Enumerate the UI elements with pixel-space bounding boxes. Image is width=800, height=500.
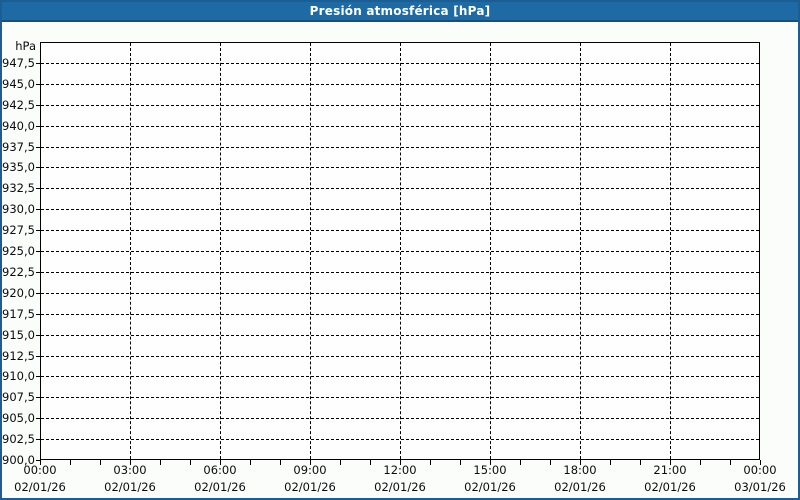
x-tick-time-label: 03:00 bbox=[113, 463, 147, 477]
y-tick-label: 942,5 bbox=[2, 98, 35, 112]
x-minor-tick-mark bbox=[310, 460, 311, 465]
x-tick-date-label: 02/01/26 bbox=[644, 480, 696, 494]
x-minor-tick-mark bbox=[610, 460, 611, 465]
x-minor-tick-mark bbox=[250, 460, 251, 465]
x-tick-time-label: 21:00 bbox=[653, 463, 687, 477]
y-tick-mark bbox=[36, 272, 40, 273]
x-minor-tick-mark bbox=[580, 460, 581, 465]
x-minor-tick-mark bbox=[760, 460, 761, 465]
x-minor-tick-mark bbox=[400, 460, 401, 465]
y-tick-mark bbox=[36, 376, 40, 377]
y-tick-label: 907,5 bbox=[2, 390, 35, 404]
y-tick-mark bbox=[36, 439, 40, 440]
x-gridline bbox=[400, 43, 401, 459]
x-minor-tick-mark bbox=[640, 460, 641, 465]
x-minor-tick-mark bbox=[340, 460, 341, 465]
x-tick-date-label: 02/01/26 bbox=[554, 480, 606, 494]
y-tick-label: 910,0 bbox=[2, 369, 35, 383]
x-tick-time-label: 09:00 bbox=[293, 463, 327, 477]
x-gridline bbox=[580, 43, 581, 459]
y-tick-label: 915,0 bbox=[2, 328, 35, 342]
x-tick-date-label: 02/01/26 bbox=[464, 480, 516, 494]
y-tick-mark bbox=[36, 126, 40, 127]
x-tick-date-label: 02/01/26 bbox=[104, 480, 156, 494]
y-tick-mark bbox=[36, 230, 40, 231]
x-tick-time-label: 18:00 bbox=[563, 463, 597, 477]
y-tick-label: 925,0 bbox=[2, 244, 35, 258]
x-tick-date-label: 03/01/26 bbox=[734, 480, 786, 494]
x-tick-date-label: 02/01/26 bbox=[284, 480, 336, 494]
y-tick-label: 912,5 bbox=[2, 349, 35, 363]
y-tick-label: 922,5 bbox=[2, 265, 35, 279]
x-gridline bbox=[220, 43, 221, 459]
y-tick-label: 937,5 bbox=[2, 140, 35, 154]
y-axis-unit-label: hPa bbox=[15, 39, 36, 53]
x-minor-tick-mark bbox=[490, 460, 491, 465]
x-minor-tick-mark bbox=[280, 460, 281, 465]
chart-title-bar: Presión atmosférica [hPa] bbox=[2, 2, 798, 22]
y-tick-mark bbox=[36, 251, 40, 252]
x-minor-tick-mark bbox=[520, 460, 521, 465]
x-minor-tick-mark bbox=[670, 460, 671, 465]
y-tick-mark bbox=[36, 397, 40, 398]
x-tick-date-label: 02/01/26 bbox=[14, 480, 66, 494]
chart-title: Presión atmosférica [hPa] bbox=[309, 4, 491, 18]
y-tick-mark bbox=[36, 188, 40, 189]
y-tick-label: 935,0 bbox=[2, 160, 35, 174]
y-tick-mark bbox=[36, 167, 40, 168]
y-tick-label: 940,0 bbox=[2, 119, 35, 133]
y-tick-label: 900,0 bbox=[2, 453, 35, 467]
y-tick-mark bbox=[36, 84, 40, 85]
x-minor-tick-mark bbox=[370, 460, 371, 465]
y-tick-label: 927,5 bbox=[2, 223, 35, 237]
x-gridline bbox=[490, 43, 491, 459]
y-tick-label: 917,5 bbox=[2, 307, 35, 321]
x-minor-tick-mark bbox=[70, 460, 71, 465]
y-tick-label: 930,0 bbox=[2, 202, 35, 216]
x-tick-time-label: 15:00 bbox=[473, 463, 507, 477]
y-tick-label: 920,0 bbox=[2, 286, 35, 300]
y-tick-label: 947,5 bbox=[2, 56, 35, 70]
y-tick-mark bbox=[36, 356, 40, 357]
x-minor-tick-mark bbox=[430, 460, 431, 465]
y-tick-label: 905,0 bbox=[2, 411, 35, 425]
y-tick-mark bbox=[36, 209, 40, 210]
x-tick-time-label: 00:00 bbox=[743, 463, 777, 477]
x-tick-time-label: 00:00 bbox=[23, 463, 57, 477]
x-gridline bbox=[130, 43, 131, 459]
y-tick-mark bbox=[36, 314, 40, 315]
x-minor-tick-mark bbox=[190, 460, 191, 465]
x-minor-tick-mark bbox=[160, 460, 161, 465]
x-gridline bbox=[670, 43, 671, 459]
y-tick-label: 902,5 bbox=[2, 432, 35, 446]
x-tick-date-label: 02/01/26 bbox=[374, 480, 426, 494]
x-minor-tick-mark bbox=[130, 460, 131, 465]
y-tick-mark bbox=[36, 335, 40, 336]
x-gridline bbox=[310, 43, 311, 459]
x-tick-date-label: 02/01/26 bbox=[194, 480, 246, 494]
x-minor-tick-mark bbox=[460, 460, 461, 465]
y-tick-mark bbox=[36, 293, 40, 294]
x-tick-time-label: 06:00 bbox=[203, 463, 237, 477]
y-tick-mark bbox=[36, 147, 40, 148]
x-tick-time-label: 12:00 bbox=[383, 463, 417, 477]
x-minor-tick-mark bbox=[550, 460, 551, 465]
x-minor-tick-mark bbox=[220, 460, 221, 465]
x-minor-tick-mark bbox=[700, 460, 701, 465]
x-minor-tick-mark bbox=[730, 460, 731, 465]
x-minor-tick-mark bbox=[40, 460, 41, 465]
y-tick-label: 945,0 bbox=[2, 77, 35, 91]
y-tick-mark bbox=[36, 63, 40, 64]
y-tick-mark bbox=[36, 460, 40, 461]
y-tick-mark bbox=[36, 105, 40, 106]
x-minor-tick-mark bbox=[100, 460, 101, 465]
y-tick-label: 932,5 bbox=[2, 181, 35, 195]
y-tick-mark bbox=[36, 418, 40, 419]
